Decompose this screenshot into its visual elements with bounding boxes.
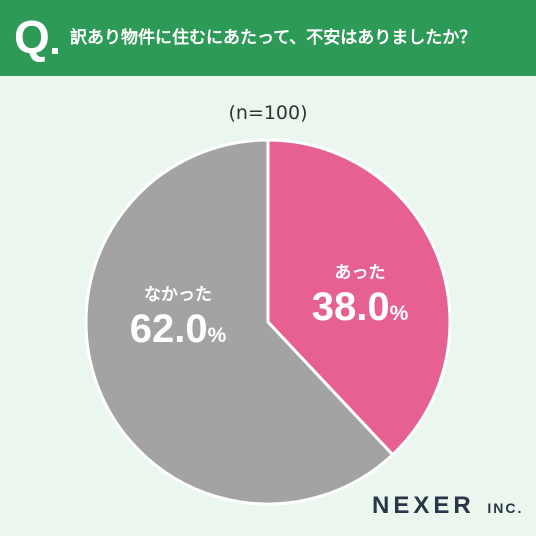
q-mark: Q [14,11,50,63]
question-header: Q 訳あり物件に住むにあたって、不安はありましたか？ [0,0,536,76]
slice-label-yes: あった 38.0% [300,262,420,337]
slice-name-no: なかった [144,285,212,305]
pie-slice-no [84,138,395,506]
slice-name-yes: あった [334,263,386,283]
sample-size: (n=100) [228,102,308,124]
slice-value-no: 62.0% [129,307,227,351]
slice-value-yes: 38.0% [311,285,409,329]
pie-slice-yes [266,138,452,457]
slice-label-no: なかった 62.0% [108,284,248,359]
nexer-logo: NEXER INC. [372,492,524,519]
q-dot [52,48,58,54]
question-text: 訳あり物件に住むにあたって、不安はありましたか？ [70,28,477,48]
